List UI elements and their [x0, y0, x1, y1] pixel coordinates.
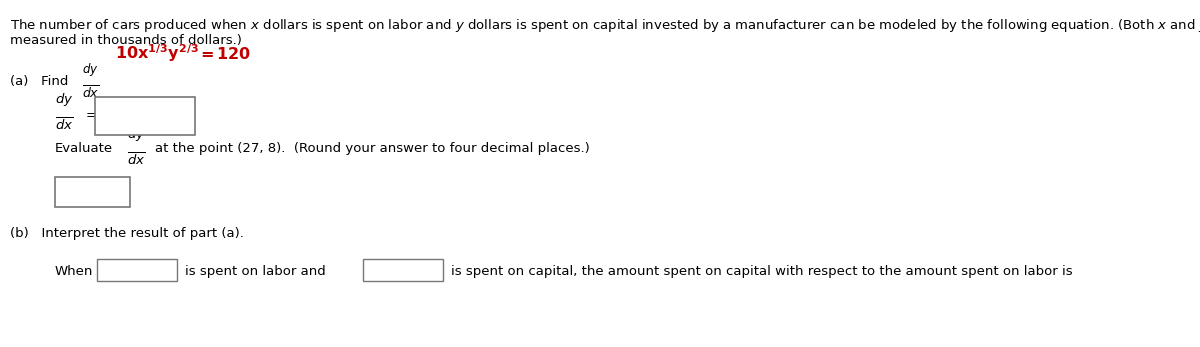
- Text: measured in thousands of dollars.): measured in thousands of dollars.): [10, 34, 242, 47]
- Text: $dy$: $dy$: [127, 126, 145, 143]
- Text: $\overline{dx}$: $\overline{dx}$: [127, 152, 145, 168]
- Text: ---Select---: ---Select---: [101, 259, 160, 269]
- Text: $\mathbf{= 120}$: $\mathbf{= 120}$: [197, 46, 251, 62]
- Text: is spent on labor and: is spent on labor and: [185, 265, 325, 278]
- Text: at the point (27, 8).  (Round your answer to four decimal places.): at the point (27, 8). (Round your answer…: [155, 142, 589, 155]
- Text: ---Select---: ---Select---: [367, 259, 426, 269]
- Text: $dy$: $dy$: [55, 91, 73, 108]
- Text: $\overline{dx}$: $\overline{dx}$: [55, 117, 73, 133]
- Text: (b)   Interpret the result of part (a).: (b) Interpret the result of part (a).: [10, 227, 244, 240]
- Text: $\mathbf{10x^{1/3}y^{2/3}}$: $\mathbf{10x^{1/3}y^{2/3}}$: [115, 42, 199, 64]
- Text: The number of cars produced when $x$ dollars is spent on labor and $y$ dollars i: The number of cars produced when $x$ dol…: [10, 17, 1200, 34]
- Text: is spent on capital, the amount spent on capital with respect to the amount spen: is spent on capital, the amount spent on…: [451, 265, 1073, 278]
- Text: (a)   Find: (a) Find: [10, 75, 68, 88]
- Text: $dy$: $dy$: [82, 61, 98, 78]
- Text: $=$: $=$: [83, 107, 97, 120]
- Text: When: When: [55, 265, 94, 278]
- Text: v: v: [164, 259, 170, 269]
- Text: Evaluate: Evaluate: [55, 142, 113, 155]
- Text: v: v: [431, 259, 437, 269]
- Text: $\overline{dx}$: $\overline{dx}$: [82, 85, 100, 101]
